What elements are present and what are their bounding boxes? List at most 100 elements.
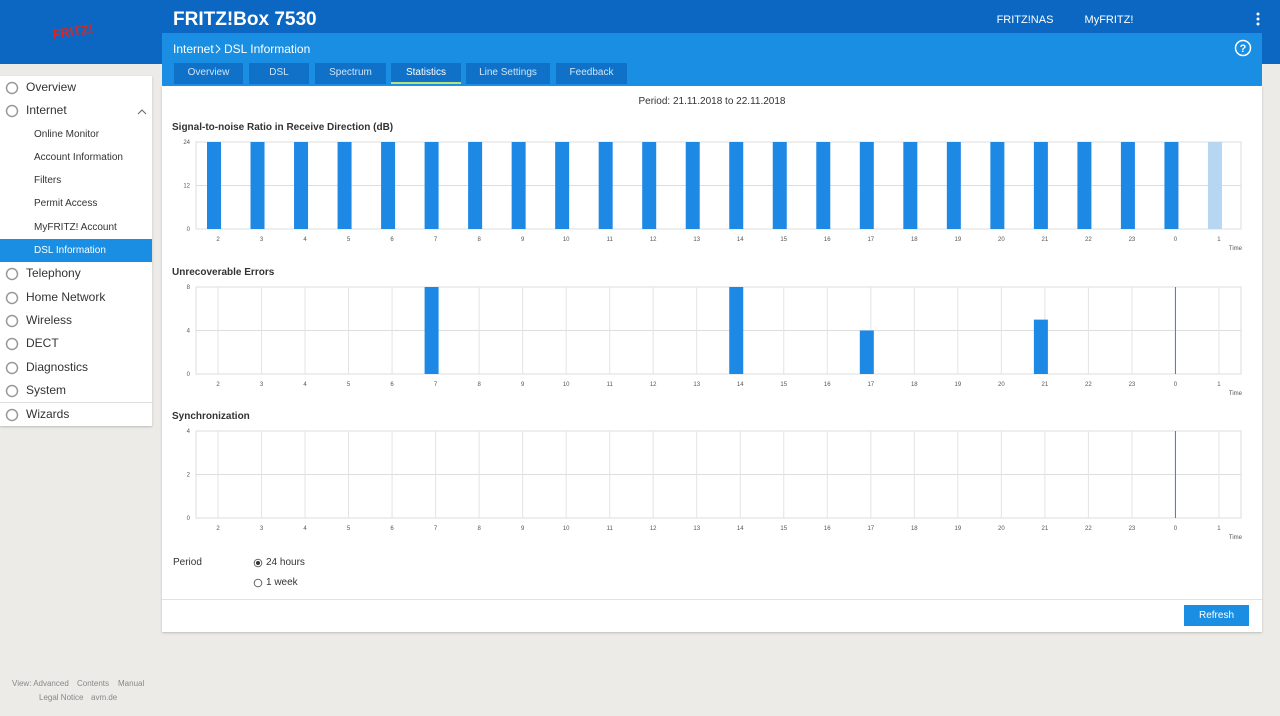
bar: [424, 142, 439, 229]
x-tick-label: 13: [693, 382, 700, 388]
x-tick-label: 8: [477, 237, 481, 243]
x-tick-label: 0: [1174, 526, 1178, 532]
x-tick-label: 3: [260, 237, 264, 243]
bar: [250, 142, 265, 229]
x-tick-label: 16: [824, 237, 831, 243]
nav-label[interactable]: Wireless: [26, 312, 73, 327]
x-axis-label: Time: [1229, 391, 1243, 397]
nav-subitem[interactable]: Account Information: [34, 151, 123, 163]
nav-label[interactable]: Overview: [26, 80, 77, 94]
bar: [685, 142, 700, 229]
y-tick-label: 4: [187, 329, 191, 335]
x-tick-label: 8: [477, 526, 481, 532]
x-tick-label: 13: [693, 237, 700, 243]
footer-link[interactable]: avm.de: [91, 693, 118, 702]
nav-label[interactable]: System: [26, 382, 67, 397]
help-icon-text[interactable]: ?: [1240, 43, 1247, 55]
nav-label[interactable]: Internet: [26, 103, 67, 118]
x-tick-label: 6: [390, 382, 394, 388]
radio[interactable]: [253, 578, 263, 588]
nav-item[interactable]: Wireless: [0, 309, 152, 332]
x-tick-label: 7: [434, 526, 438, 532]
radio-label[interactable]: 1 week: [266, 577, 298, 588]
bar: [1077, 142, 1092, 229]
tab[interactable]: Spectrum: [315, 63, 386, 84]
refresh-button[interactable]: Refresh: [1184, 605, 1249, 626]
nav-icon: [5, 105, 19, 118]
nav-label[interactable]: Telephony: [26, 266, 81, 281]
header-link[interactable]: MyFRITZ!: [1085, 14, 1134, 26]
nav-item[interactable]: Internet: [0, 99, 152, 122]
x-tick-label: 18: [911, 382, 918, 388]
nav-icon: [5, 338, 19, 351]
logo[interactable]: FRITZ!: [52, 21, 95, 42]
nav-item[interactable]: Overview: [0, 76, 152, 99]
radio-label[interactable]: 24 hours: [266, 557, 305, 568]
nav-icon-shape: [5, 105, 19, 118]
period-label: Period: [173, 557, 202, 568]
nav-item[interactable]: Telephony: [0, 262, 152, 285]
x-tick-label: 1: [1217, 526, 1221, 532]
radio[interactable]: [253, 558, 263, 568]
x-tick-label: 9: [521, 526, 525, 532]
x-tick-label: 10: [563, 237, 570, 243]
nav-item[interactable]: Diagnostics: [0, 356, 152, 379]
header-link[interactable]: FRITZ!NAS: [997, 14, 1054, 26]
nav-label[interactable]: Diagnostics: [26, 359, 89, 374]
tab[interactable]: Statistics: [391, 63, 461, 84]
tab[interactable]: Feedback: [556, 63, 627, 84]
nav-icon: [5, 408, 19, 422]
x-tick-label: 22: [1085, 237, 1092, 243]
nav-item[interactable]: Home Network: [0, 286, 152, 309]
tab[interactable]: DSL: [249, 63, 309, 84]
nav-item[interactable]: Wizards: [0, 402, 152, 426]
x-tick-label: 20: [998, 382, 1005, 388]
breadcrumb-chevron: [215, 44, 221, 54]
bar: [381, 142, 396, 229]
bar: [1033, 319, 1048, 374]
x-tick-label: 5: [347, 526, 351, 532]
nav-label[interactable]: Home Network: [26, 289, 106, 304]
x-tick-label: 16: [824, 382, 831, 388]
nav-subitem[interactable]: Permit Access: [34, 198, 98, 210]
radio-dot[interactable]: [256, 561, 260, 565]
breadcrumb-item: DSL Information: [224, 42, 310, 56]
nav-subitem[interactable]: Filters: [34, 175, 62, 187]
footer-link[interactable]: View: Advanced: [12, 679, 69, 688]
nav-icon-shape: [5, 384, 19, 398]
footer-link[interactable]: Legal Notice: [39, 693, 84, 702]
chart: Signal-to-noise Ratio in Receive Directi…: [172, 122, 1243, 252]
footer-link[interactable]: Contents: [77, 679, 110, 688]
nav-label[interactable]: Wizards: [26, 407, 70, 422]
nav-subitem[interactable]: MyFRITZ! Account: [34, 221, 117, 233]
y-tick-label: 12: [183, 184, 190, 190]
x-tick-label: 15: [780, 382, 787, 388]
x-tick-label: 10: [563, 382, 570, 388]
radio-ring[interactable]: [253, 578, 263, 588]
breadcrumb-item[interactable]: Internet: [173, 42, 214, 56]
x-tick-label: 22: [1085, 526, 1092, 532]
chart-title: Synchronization: [172, 411, 250, 422]
tab[interactable]: Overview: [174, 63, 243, 84]
nav-subitem[interactable]: Online Monitor: [34, 128, 100, 140]
help-icon[interactable]: [1234, 39, 1252, 57]
tab[interactable]: Line Settings: [466, 63, 550, 84]
sidebar: Overview Internet Online Monitor Account In…: [0, 76, 152, 426]
footer-link[interactable]: Manual: [118, 679, 145, 688]
bar: [642, 142, 657, 229]
x-tick-label: 14: [737, 382, 744, 388]
nav-item[interactable]: DECT: [0, 332, 152, 355]
x-tick-label: 23: [1129, 526, 1136, 532]
nav-label[interactable]: DECT: [26, 336, 59, 351]
chevron-icon: [137, 109, 147, 115]
bar: [207, 142, 221, 229]
x-tick-label: 9: [521, 382, 525, 388]
bar: [729, 142, 744, 229]
nav-icon-shape: [5, 361, 19, 374]
x-tick-label: 14: [737, 526, 744, 532]
nav-item[interactable]: System: [0, 379, 152, 402]
bar: [1033, 142, 1048, 229]
bar: [511, 142, 526, 229]
x-tick-label: 19: [954, 526, 961, 532]
nav-subitem[interactable]: DSL Information: [0, 239, 152, 263]
